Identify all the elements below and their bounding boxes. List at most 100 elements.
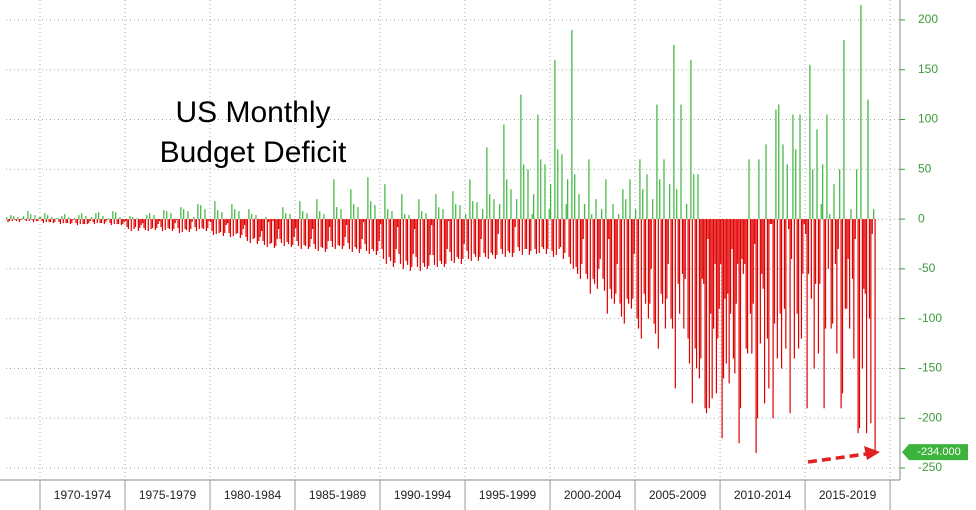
- bar: [711, 219, 713, 399]
- bar: [336, 207, 338, 220]
- x-tick-label: 2015-2019: [819, 488, 877, 502]
- bar: [813, 219, 815, 369]
- bar: [371, 219, 373, 249]
- bar: [613, 219, 616, 304]
- bar: [139, 219, 141, 229]
- bar: [280, 219, 283, 243]
- bar: [562, 219, 565, 259]
- bar: [177, 219, 179, 229]
- bar: [602, 219, 604, 279]
- bar: [197, 204, 199, 220]
- bar: [167, 219, 169, 229]
- bar: [353, 204, 355, 220]
- bar: [797, 219, 800, 349]
- bar: [320, 219, 322, 247]
- bar: [142, 219, 144, 224]
- bar: [734, 219, 736, 374]
- bar: [47, 215, 49, 220]
- bar: [776, 219, 778, 359]
- bar: [793, 219, 795, 359]
- bar: [496, 219, 498, 255]
- bar: [127, 219, 130, 230]
- bar: [52, 219, 54, 224]
- x-tick-label: 1990-1994: [394, 488, 452, 502]
- bar: [721, 219, 723, 439]
- bar: [122, 219, 124, 225]
- bar: [609, 219, 611, 289]
- bar: [151, 219, 154, 229]
- bar: [537, 114, 539, 220]
- bar: [820, 204, 822, 220]
- bar: [755, 219, 757, 454]
- bar: [533, 194, 535, 220]
- bar: [599, 219, 601, 259]
- bar: [686, 204, 688, 220]
- bar: [545, 219, 548, 254]
- bar: [144, 219, 147, 231]
- bar: [102, 216, 104, 220]
- bar: [232, 219, 234, 237]
- bar: [399, 219, 402, 264]
- bar: [806, 219, 808, 409]
- bar: [792, 114, 794, 220]
- bar: [200, 205, 202, 220]
- bar: [633, 219, 635, 254]
- bar: [659, 179, 661, 220]
- bar: [245, 219, 247, 238]
- bar: [626, 219, 628, 299]
- bar: [137, 219, 139, 232]
- bar: [329, 219, 331, 228]
- bar: [323, 214, 325, 220]
- bar: [360, 219, 362, 249]
- x-tick-label: 1995-1999: [479, 488, 537, 502]
- bar: [88, 219, 90, 224]
- bar: [412, 219, 414, 254]
- bar: [778, 104, 780, 220]
- bar: [443, 219, 445, 267]
- bar: [681, 219, 684, 274]
- bar: [317, 219, 319, 251]
- x-tick-label: 1975-1979: [139, 488, 197, 502]
- bar: [544, 164, 546, 220]
- bar: [712, 219, 715, 329]
- bar: [180, 207, 182, 220]
- y-tick-label: 0: [918, 211, 925, 225]
- bar: [831, 219, 834, 324]
- bar: [312, 219, 314, 230]
- bar: [108, 218, 110, 220]
- bar: [154, 219, 156, 231]
- bar: [627, 219, 630, 304]
- bar: [170, 213, 172, 220]
- bar: [870, 219, 872, 424]
- bar: [629, 179, 631, 220]
- bar: [51, 217, 53, 220]
- bar: [523, 164, 525, 220]
- bar: [606, 219, 608, 314]
- bar: [848, 219, 851, 329]
- bar: [181, 219, 183, 233]
- bar: [395, 219, 397, 249]
- bar: [321, 219, 324, 248]
- bar: [44, 213, 46, 220]
- bar: [32, 219, 35, 223]
- bar: [140, 219, 142, 226]
- bar: [479, 219, 481, 257]
- bar: [215, 219, 217, 235]
- bar: [769, 219, 771, 225]
- bar: [78, 215, 80, 220]
- bar: [61, 216, 63, 220]
- bar: [506, 179, 508, 220]
- bar: [239, 219, 241, 239]
- bar: [693, 174, 695, 220]
- bar: [822, 164, 824, 220]
- bar: [511, 219, 514, 257]
- x-tick-label: 2010-2014: [734, 488, 792, 502]
- bar: [717, 219, 719, 339]
- bar: [830, 219, 832, 329]
- bar: [851, 219, 854, 279]
- bar: [472, 201, 474, 220]
- bar: [347, 219, 349, 243]
- bar: [58, 219, 60, 223]
- value-tag-label: -234.000: [917, 446, 960, 458]
